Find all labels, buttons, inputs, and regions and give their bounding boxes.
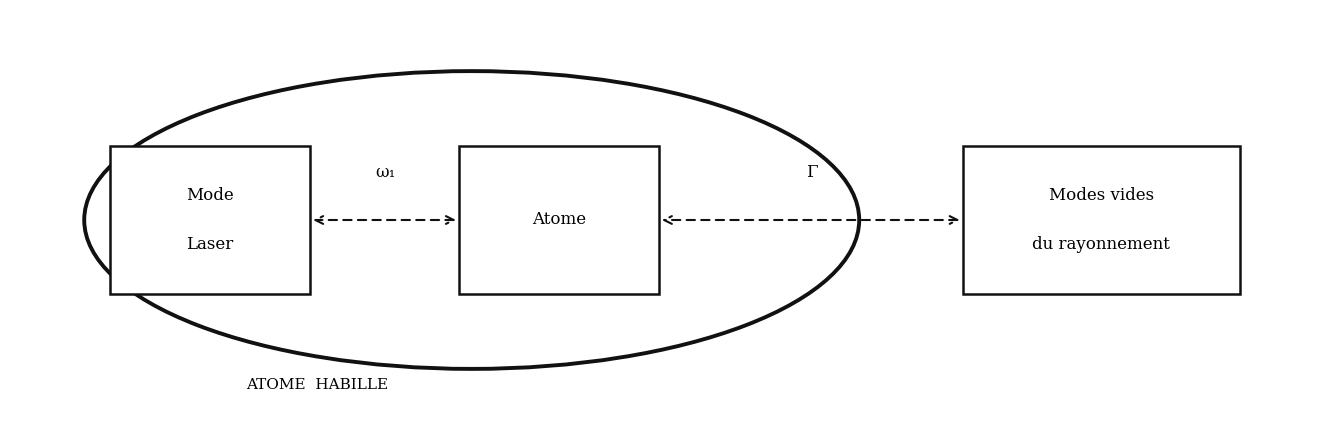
Text: ATOME  HABILLE: ATOME HABILLE bbox=[245, 378, 387, 392]
Text: du rayonnement: du rayonnement bbox=[1032, 236, 1170, 253]
Bar bbox=[111, 146, 310, 294]
Text: Γ: Γ bbox=[805, 164, 817, 181]
Bar bbox=[459, 146, 659, 294]
Text: Modes vides: Modes vides bbox=[1049, 187, 1155, 204]
Text: Atome: Atome bbox=[532, 212, 587, 228]
Text: Laser: Laser bbox=[187, 236, 233, 253]
Bar bbox=[962, 146, 1240, 294]
Text: Mode: Mode bbox=[186, 187, 235, 204]
Text: ω₁: ω₁ bbox=[376, 164, 395, 181]
